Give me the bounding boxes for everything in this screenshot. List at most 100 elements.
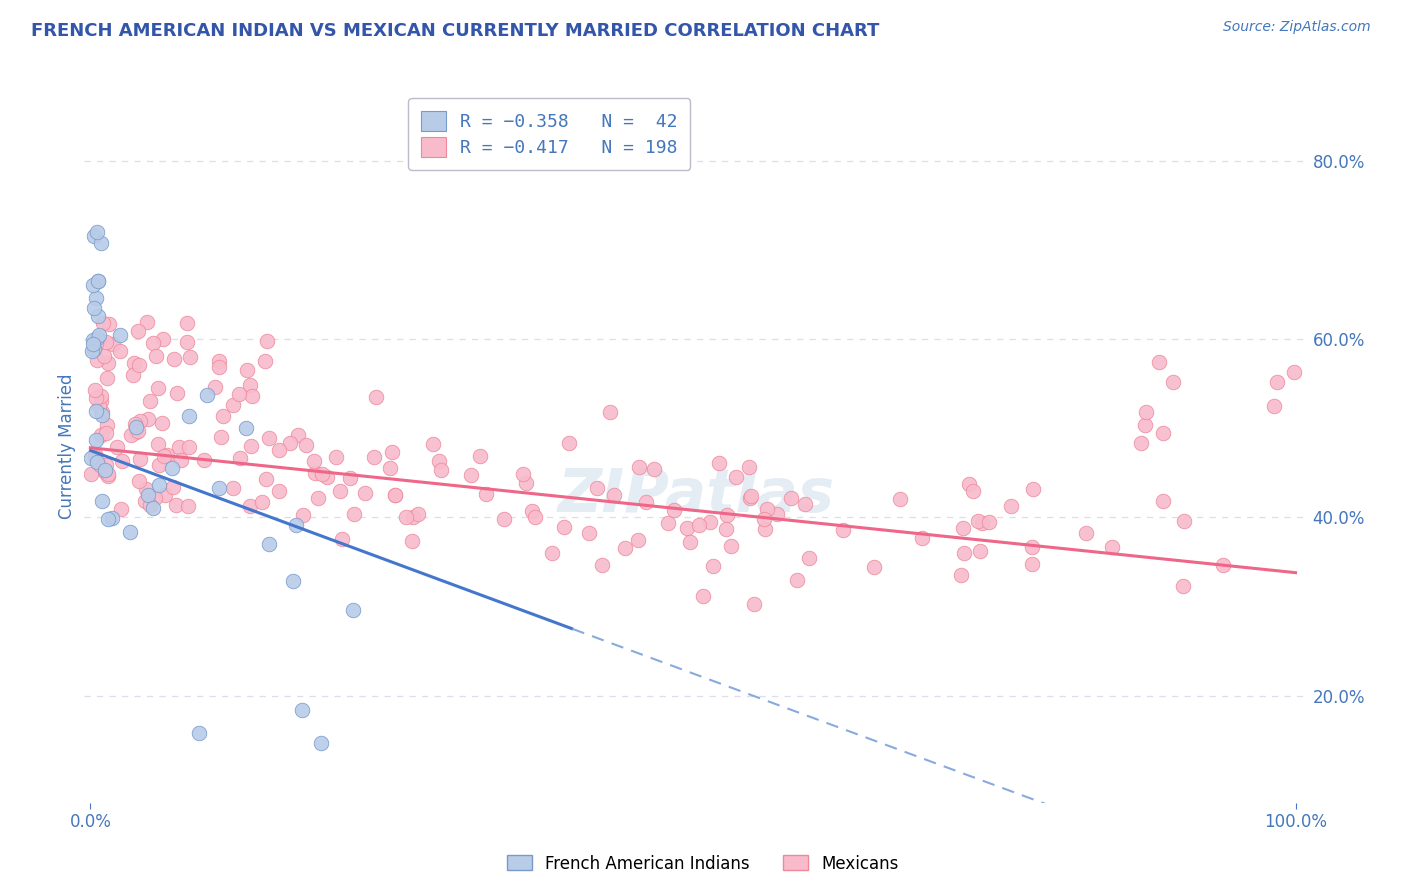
Point [977,516,1000,530]
Point [97,512,120,526]
Point [662,502,685,516]
Point [832,523,855,537]
Point [256,334,278,349]
Point [138,488,160,502]
Point [179,409,201,423]
Point [966,514,988,528]
Point [90,494,112,508]
Point [89,327,111,342]
Point [280,435,302,450]
Point [285,517,308,532]
Point [523,510,546,524]
Point [384,488,406,502]
Point [725,469,748,483]
Point [235,421,257,435]
Point [291,703,314,717]
Point [176,317,198,331]
Point [1263,399,1285,413]
Point [740,489,762,503]
Point [110,453,132,467]
Point [124,417,146,432]
Point [96,458,118,472]
Point [90,389,112,403]
Point [142,336,165,351]
Point [90,408,112,422]
Point [586,481,609,495]
Point [139,498,162,512]
Point [83,342,105,356]
Legend: French American Indians, Mexicans: French American Indians, Mexicans [501,848,905,880]
Point [786,574,808,588]
Point [83,450,105,464]
Point [146,436,169,450]
Point [122,368,145,382]
Point [176,334,198,349]
Point [1212,558,1234,573]
Point [239,377,262,392]
Point [125,419,148,434]
Point [799,550,821,565]
Point [236,362,259,376]
Point [1129,435,1152,450]
Point [1152,426,1174,441]
Point [166,498,188,512]
Point [84,291,107,305]
Point [128,475,150,489]
Point [911,531,934,545]
Text: FRENCH AMERICAN INDIAN VS MEXICAN CURRENTLY MARRIED CORRELATION CHART: FRENCH AMERICAN INDIAN VS MEXICAN CURREN… [31,22,879,40]
Point [221,398,243,412]
Point [208,360,231,375]
Point [239,439,262,453]
Point [962,483,984,498]
Point [1149,354,1171,368]
Point [949,568,972,582]
Point [208,481,231,495]
Point [679,534,702,549]
Point [86,391,108,405]
Point [86,225,108,239]
Point [343,507,366,521]
Point [86,455,108,469]
Point [1173,514,1195,528]
Point [720,539,742,553]
Point [127,324,149,338]
Point [193,453,215,467]
Point [170,453,193,467]
Point [122,356,145,370]
Y-axis label: Currently Married: Currently Married [58,373,76,519]
Point [156,448,179,462]
Point [295,438,318,452]
Point [316,470,339,484]
Point [82,333,104,347]
Point [755,501,778,516]
Point [90,428,112,442]
Point [332,532,354,546]
Point [643,461,665,475]
Point [793,497,815,511]
Point [212,409,235,423]
Point [1152,494,1174,508]
Point [142,501,165,516]
Point [470,449,492,463]
Point [162,480,184,494]
Point [339,471,361,485]
Point [738,459,761,474]
Point [460,467,482,482]
Point [80,467,103,482]
Point [128,359,150,373]
Point [87,399,110,413]
Point [96,418,118,433]
Point [406,507,429,521]
Point [84,403,107,417]
Point [145,349,167,363]
Point [780,491,803,506]
Point [422,437,444,451]
Point [557,436,579,450]
Point [628,460,651,475]
Point [240,389,263,403]
Point [94,466,117,480]
Point [83,383,105,397]
Point [136,412,159,426]
Point [1282,365,1305,379]
Point [160,460,183,475]
